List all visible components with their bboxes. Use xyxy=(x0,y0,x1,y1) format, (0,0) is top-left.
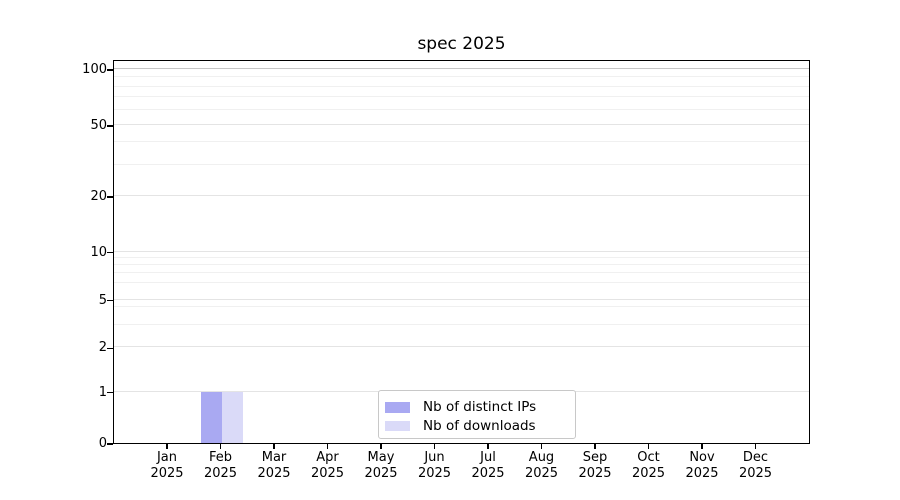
major-gridline xyxy=(114,346,809,348)
x-tick-label: Sep 2025 xyxy=(578,450,612,481)
legend-item: Nb of downloads xyxy=(385,417,575,436)
x-tick-label: Apr 2025 xyxy=(310,450,345,481)
minor-gridline xyxy=(114,108,809,110)
y-tick-mark xyxy=(107,300,113,302)
chart-title: spec 2025 xyxy=(417,34,506,54)
x-tick-label: Oct 2025 xyxy=(631,450,666,481)
y-tick-mark xyxy=(107,252,113,254)
bar-distinct-ips xyxy=(200,391,222,443)
minor-gridline xyxy=(114,272,809,274)
y-tick-label: 50 xyxy=(90,118,107,133)
minor-gridline xyxy=(114,96,809,98)
x-tick-mark xyxy=(380,444,382,449)
minor-gridline xyxy=(114,264,809,266)
major-gridline xyxy=(114,298,809,300)
y-tick-label: 1 xyxy=(98,384,107,400)
x-tick-mark xyxy=(594,444,596,449)
y-tick-label: 0 xyxy=(98,436,107,451)
legend-item: Nb of distinct IPs xyxy=(385,398,575,417)
x-tick-mark xyxy=(166,444,168,449)
x-tick-label: Jun 2025 xyxy=(417,450,452,481)
y-tick-label: 2 xyxy=(98,340,107,356)
x-tick-mark xyxy=(326,444,329,449)
major-gridline xyxy=(114,124,809,125)
major-gridline xyxy=(114,195,809,196)
y-tick-label: 5 xyxy=(98,292,107,308)
legend-label: Nb of distinct IPs xyxy=(423,399,537,416)
y-tick-label: 10 xyxy=(90,244,107,260)
y-tick-mark xyxy=(107,69,113,71)
legend-label: Nb of downloads xyxy=(423,417,536,434)
x-tick-mark xyxy=(487,444,489,449)
x-tick-label: Feb 2025 xyxy=(203,450,238,481)
minor-gridline xyxy=(114,85,809,87)
major-gridline xyxy=(114,250,809,252)
legend: Nb of distinct IPs Nb of downloads xyxy=(378,390,576,439)
minor-gridline xyxy=(114,257,809,259)
bar-downloads xyxy=(221,391,243,443)
minor-gridline xyxy=(114,306,809,308)
x-tick-label: Aug 2025 xyxy=(524,450,559,481)
x-tick-mark xyxy=(754,444,757,449)
x-tick-label: Jan 2025 xyxy=(150,450,184,481)
legend-swatch-icon xyxy=(385,402,410,413)
y-tick-label: 100 xyxy=(82,62,107,77)
x-tick-label: Nov 2025 xyxy=(685,450,719,481)
plot-area xyxy=(113,60,810,444)
x-tick-mark xyxy=(273,444,275,449)
major-gridline xyxy=(114,68,809,69)
y-tick-mark xyxy=(107,392,113,394)
x-tick-mark xyxy=(701,444,703,449)
y-tick-mark xyxy=(107,196,113,198)
minor-gridline xyxy=(114,281,809,283)
y-tick-mark xyxy=(107,125,113,127)
x-tick-label: Dec 2025 xyxy=(738,450,773,481)
x-tick-label: Mar 2025 xyxy=(257,450,291,481)
x-tick-label: Jul 2025 xyxy=(471,450,505,481)
minor-gridline xyxy=(114,76,809,78)
y-tick-label: 20 xyxy=(90,189,107,204)
y-tick-mark xyxy=(107,443,113,445)
minor-gridline xyxy=(114,323,809,325)
x-tick-mark xyxy=(647,444,650,449)
x-tick-mark xyxy=(433,444,436,449)
x-tick-label: May 2025 xyxy=(364,450,398,481)
x-tick-mark xyxy=(219,444,222,449)
x-tick-mark xyxy=(540,444,543,449)
minor-gridline xyxy=(114,140,809,142)
legend-swatch-icon xyxy=(385,420,410,431)
y-tick-mark xyxy=(107,347,113,349)
minor-gridline xyxy=(114,163,809,165)
